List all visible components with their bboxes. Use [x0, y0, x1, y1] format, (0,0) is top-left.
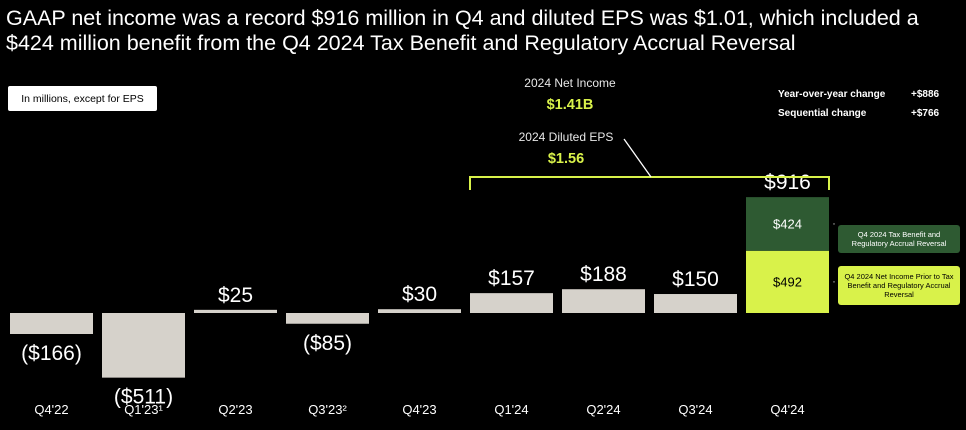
bar-8-segment-0	[746, 250, 829, 313]
eps-label: 2024 Diluted EPS	[518, 130, 614, 144]
category-label-2: Q2'23	[218, 402, 252, 417]
units-note: In millions, except for EPS	[8, 86, 157, 111]
bracket-pointer	[623, 138, 652, 178]
eps-value: $1.56	[547, 151, 585, 167]
seq-change-label: Sequential change	[778, 108, 867, 119]
bar-6	[562, 289, 645, 313]
net-income-value: $1.41B	[546, 97, 594, 113]
value-label-1: ($511)	[114, 386, 173, 409]
bar-2	[194, 309, 277, 313]
category-label-5: Q1'24	[494, 402, 528, 417]
bar-3	[286, 313, 369, 324]
category-label-4: Q4'23	[402, 402, 436, 417]
callout-prior: Q4 2024 Net Income Prior to Tax Benefit …	[838, 266, 960, 305]
value-label-5: $157	[488, 267, 535, 290]
callout-benefit: Q4 2024 Tax Benefit and Regulatory Accru…	[838, 225, 960, 253]
value-label-2: $25	[218, 284, 253, 307]
category-label-0: Q4'22	[34, 402, 68, 417]
bar-4	[378, 309, 461, 313]
yoy-change-label: Year-over-year change	[778, 89, 886, 100]
seq-change-value: +$766	[911, 108, 940, 119]
value-label-6: $188	[580, 263, 627, 286]
category-label-1: Q1'23¹	[124, 402, 163, 417]
bar-5	[470, 293, 553, 313]
category-label-6: Q2'24	[586, 402, 620, 417]
segment-label-0: $492	[773, 274, 802, 289]
value-label-4: $30	[402, 283, 437, 306]
yoy-change-value: +$886	[911, 89, 940, 100]
bar-1	[102, 313, 185, 378]
category-label-3: Q3'23²	[308, 402, 347, 417]
value-label-7: $150	[672, 268, 719, 291]
bar-0	[10, 313, 93, 334]
segment-label-1: $424	[773, 216, 802, 231]
value-label-0: ($166)	[21, 342, 82, 365]
bar-7	[654, 294, 737, 313]
bracket-2024	[469, 176, 830, 190]
bar-8-segment-1	[746, 197, 829, 251]
value-label-8: $916	[764, 171, 811, 194]
category-label-8: Q4'24	[770, 402, 804, 417]
category-label-7: Q3'24	[678, 402, 712, 417]
net-income-label: 2024 Net Income	[524, 76, 616, 90]
page-title: GAAP net income was a record $916 millio…	[6, 6, 919, 55]
value-label-3: ($85)	[303, 332, 352, 355]
